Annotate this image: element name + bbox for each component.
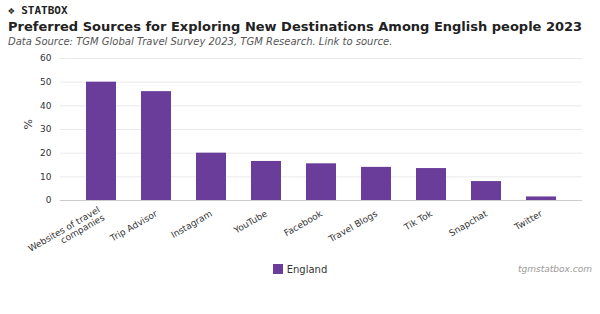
svg-text:YouTube: YouTube	[231, 208, 269, 236]
svg-text:Websites of travelcompanies: Websites of travelcompanies	[26, 204, 106, 261]
svg-text:Travel Blogs: Travel Blogs	[326, 208, 379, 244]
svg-text:0: 0	[46, 195, 52, 205]
svg-text:30: 30	[40, 124, 52, 134]
svg-text:50: 50	[40, 77, 52, 87]
svg-text:60: 60	[40, 53, 52, 63]
svg-text:Facebook: Facebook	[282, 208, 324, 238]
svg-text:40: 40	[40, 101, 52, 111]
svg-text:Trip Advisor: Trip Advisor	[108, 208, 159, 244]
html-text:Data Source: TGM Global Travel: Data Source: TGM Global Travel Survey 20…	[8, 36, 393, 47]
html-text:Preferred Sources for Explorin: Preferred Sources for Exploring New Dest…	[8, 19, 583, 34]
svg-text:Instagram: Instagram	[169, 209, 214, 241]
svg-text:20: 20	[40, 148, 52, 158]
svg-text:%: %	[22, 119, 35, 129]
svg-text:Twitter: Twitter	[512, 208, 544, 232]
svg-text:10: 10	[40, 172, 52, 182]
html-text:tgmstatbox.com: tgmstatbox.com	[518, 264, 592, 274]
svg-text:Snapchat: Snapchat	[447, 208, 489, 238]
html-text:❖ STATBOX: ❖ STATBOX	[8, 4, 68, 17]
html-text:England: England	[286, 264, 328, 275]
svg-text:Tik Tok: Tik Tok	[402, 208, 435, 233]
